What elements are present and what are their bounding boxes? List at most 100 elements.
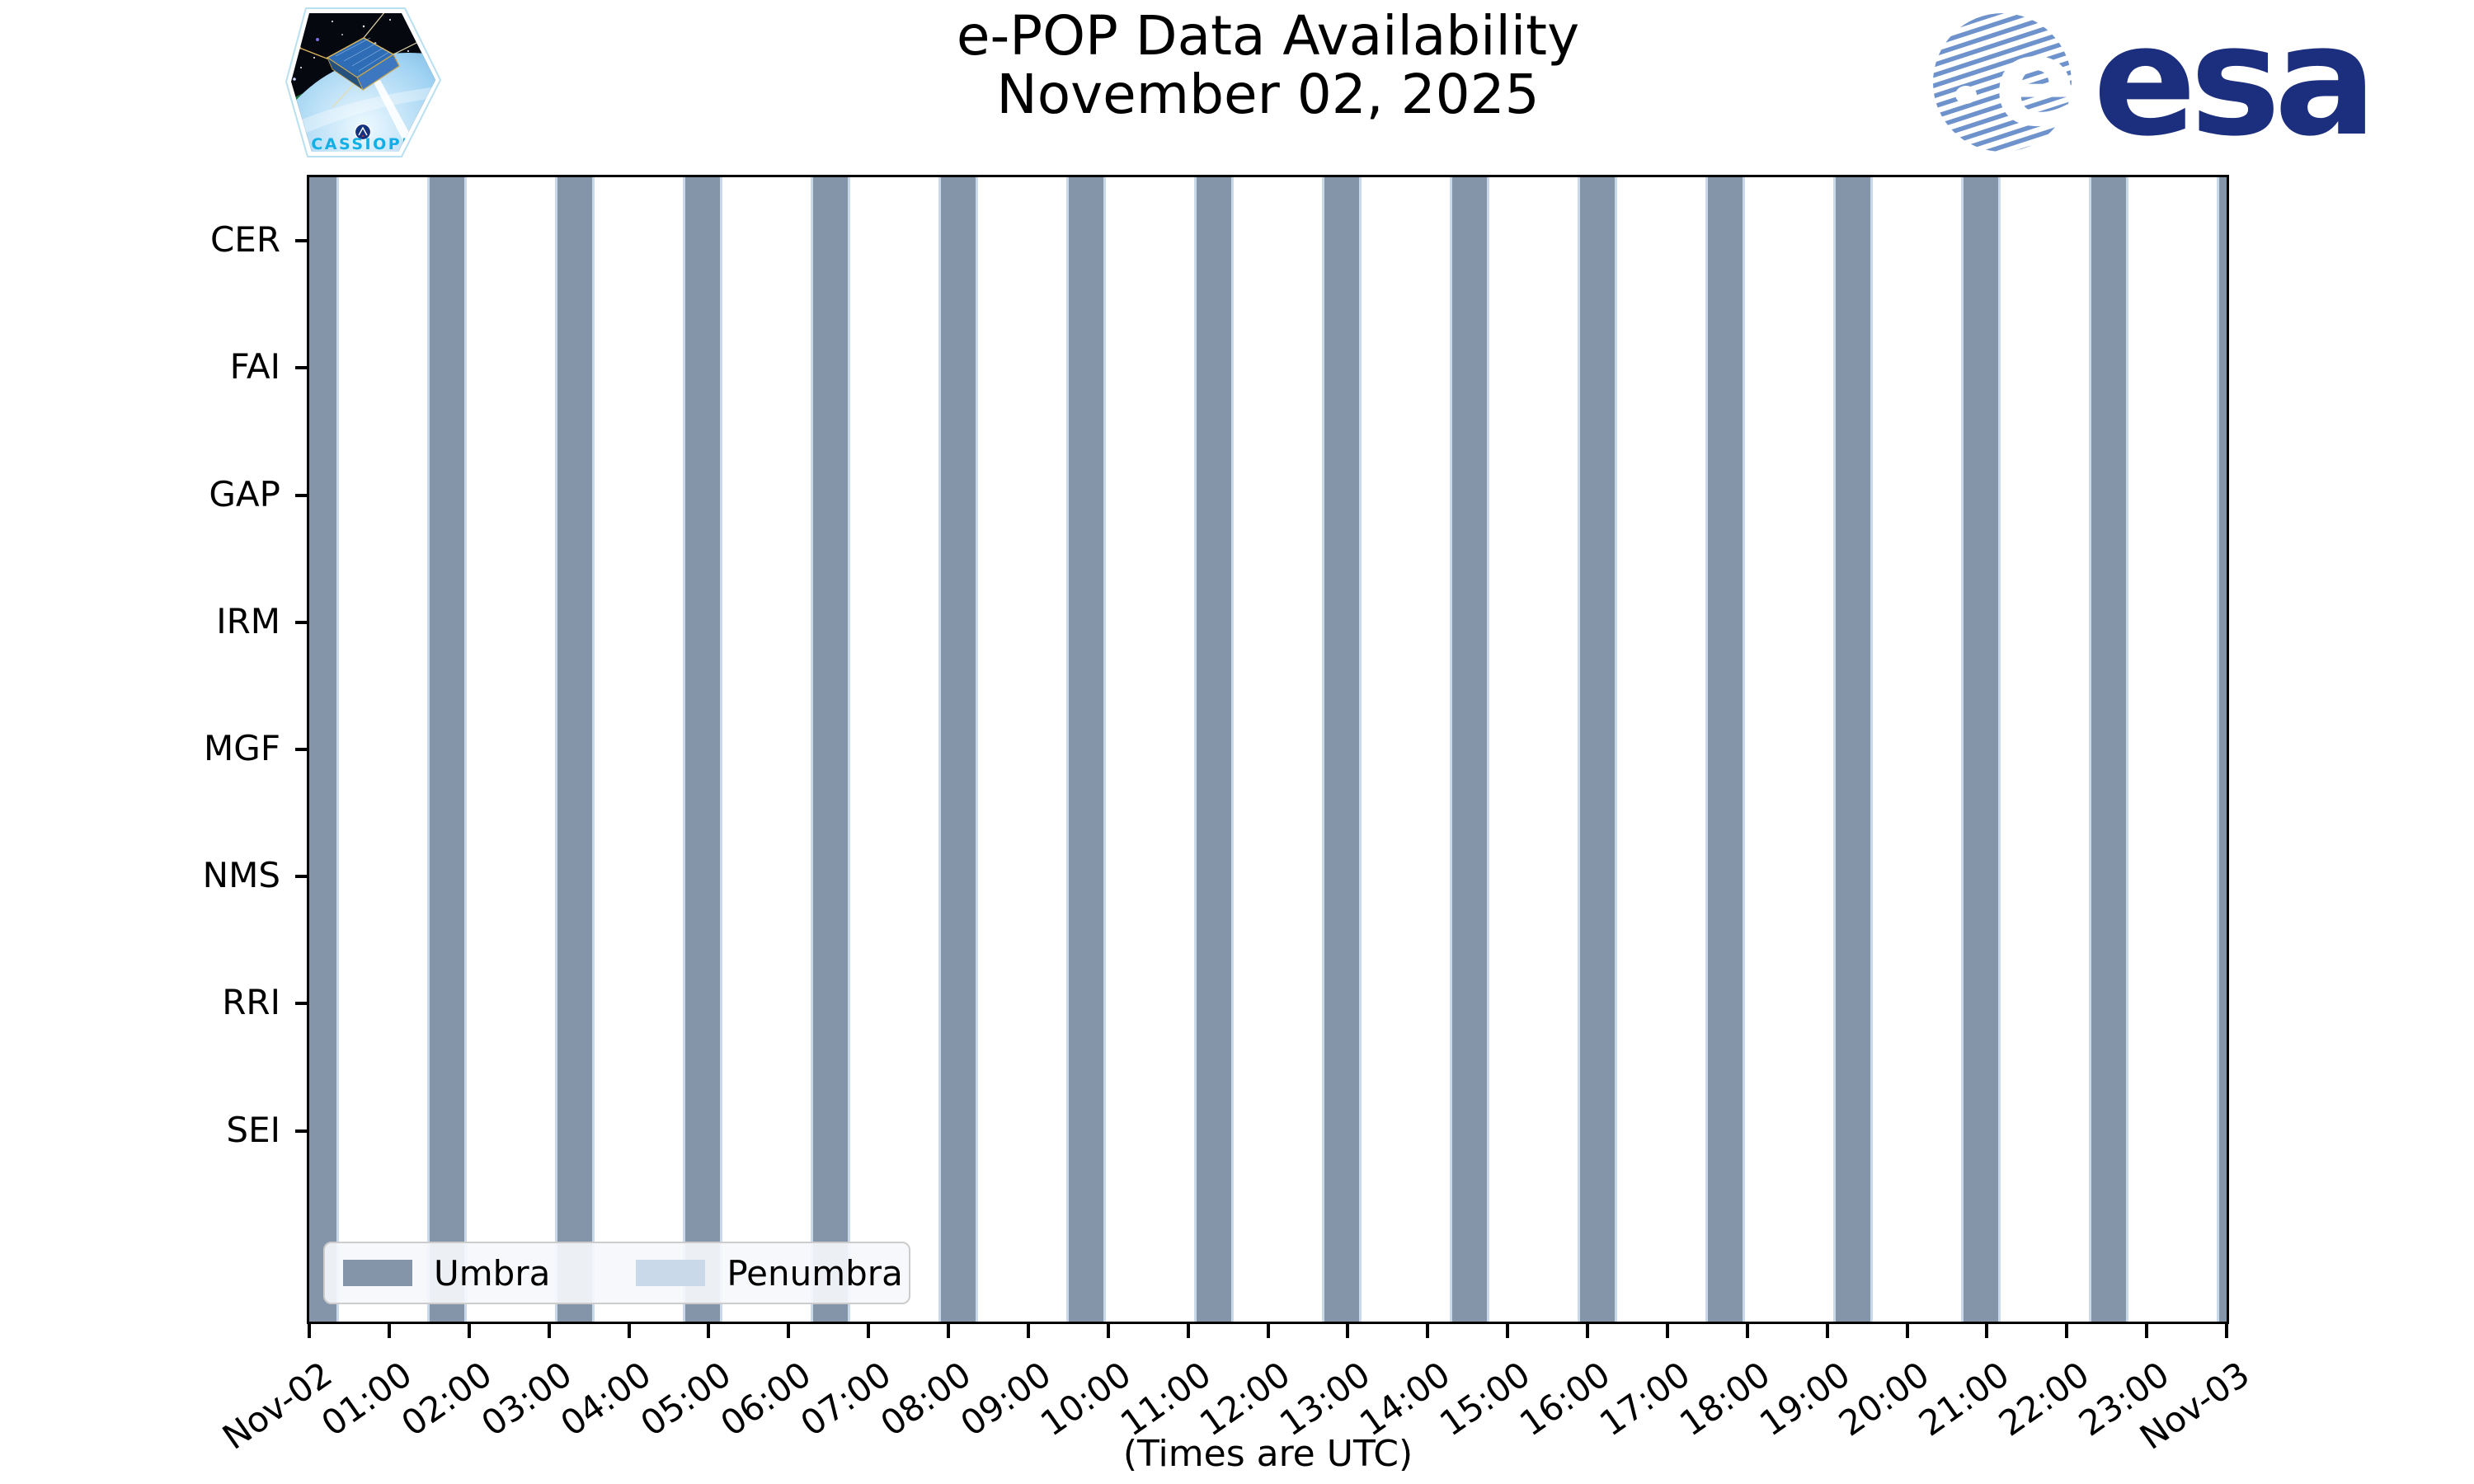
- umbra-interval-bar: [1322, 177, 1362, 1322]
- x-axis-tick: [1186, 1324, 1190, 1338]
- umbra-interval-bar: [1578, 177, 1617, 1322]
- instrument-label-cer: CER: [209, 219, 280, 261]
- patch-earth: [291, 53, 435, 152]
- y-axis-tick: [295, 1129, 309, 1133]
- x-axis-tick: [1586, 1324, 1589, 1338]
- x-axis-tick: [308, 1324, 311, 1338]
- x-axis-tick: [2145, 1324, 2149, 1338]
- x-axis-tick: [547, 1324, 551, 1338]
- x-axis-tick: [1426, 1324, 1430, 1338]
- esa-swirl-e: e: [1994, 12, 2077, 153]
- x-axis-tick: [387, 1324, 391, 1338]
- x-tick-label: 15:00: [1432, 1354, 1538, 1444]
- legend: Umbra Penumbra: [323, 1242, 910, 1304]
- x-axis-tick: [947, 1324, 950, 1338]
- umbra-interval-bar: [811, 177, 850, 1322]
- x-axis-tick: [707, 1324, 711, 1338]
- esa-swirl-dot: [1955, 86, 1977, 104]
- x-axis-tick: [467, 1324, 471, 1338]
- legend-item-umbra: Umbra: [343, 1253, 550, 1294]
- instrument-label-nms: NMS: [202, 855, 280, 896]
- umbra-swatch: [343, 1260, 412, 1286]
- x-tick-label: 09:00: [952, 1354, 1058, 1444]
- umbra-interval-bar: [938, 177, 978, 1322]
- umbra-interval-bar: [2217, 177, 2227, 1322]
- x-axis-tick: [1346, 1324, 1350, 1338]
- umbra-label: Umbra: [434, 1252, 551, 1294]
- y-axis-tick: [295, 366, 309, 370]
- patch-satellite: [298, 13, 427, 108]
- umbra-interval-bar: [1705, 177, 1745, 1322]
- umbra-interval-bar: [1194, 177, 1234, 1322]
- patch-beam: [374, 80, 412, 141]
- chart-title-line2: November 02, 2025: [996, 63, 1540, 127]
- x-axis-tick: [1506, 1324, 1510, 1338]
- instrument-label-gap: GAP: [209, 473, 280, 514]
- x-tick-label: 05:00: [633, 1354, 739, 1444]
- esa-wordmark: esa: [2093, 4, 2370, 161]
- penumbra-swatch: [636, 1260, 706, 1286]
- instrument-label-irm: IRM: [216, 600, 280, 641]
- cassiope-patch-text: CASSIOPE: [311, 135, 414, 153]
- x-tick-label: 22:00: [1992, 1354, 2097, 1444]
- esa-logo: e esa: [1933, 4, 2377, 161]
- x-tick-label: 11:00: [1112, 1354, 1218, 1444]
- umbra-interval-bar: [1833, 177, 1873, 1322]
- instrument-label-fai: FAI: [229, 346, 280, 387]
- x-axis-caption: (Times are UTC): [1122, 1433, 1413, 1475]
- umbra-interval-bar: [1066, 177, 1106, 1322]
- x-axis-tick: [1665, 1324, 1669, 1338]
- y-axis-tick: [295, 748, 309, 751]
- legend-item-penumbra: Penumbra: [636, 1253, 903, 1294]
- chart-title: e-POP Data Availability November 02, 202…: [309, 7, 2227, 124]
- chart-title-line1: e-POP Data Availability: [956, 4, 1580, 68]
- penumbra-label: Penumbra: [727, 1252, 903, 1294]
- x-tick-label: 19:00: [1752, 1354, 1857, 1444]
- x-tick-label: 21:00: [1912, 1354, 2017, 1444]
- csa-roundel: [354, 123, 372, 141]
- x-axis-tick: [1266, 1324, 1270, 1338]
- x-tick-label: 01:00: [313, 1354, 419, 1444]
- y-axis-tick: [295, 493, 309, 497]
- x-axis-tick: [627, 1324, 631, 1338]
- x-tick-label: 14:00: [1352, 1354, 1458, 1444]
- x-tick-label: 13:00: [1272, 1354, 1378, 1444]
- x-axis-tick: [787, 1324, 791, 1338]
- cassiope-mission-patch: CASSIOPE: [285, 7, 441, 157]
- x-axis-tick: [1905, 1324, 1909, 1338]
- x-tick-label: 08:00: [872, 1354, 979, 1444]
- x-axis-tick: [1106, 1324, 1110, 1338]
- x-axis-tick: [1825, 1324, 1829, 1338]
- y-axis-tick: [295, 239, 309, 243]
- x-axis-tick: [867, 1324, 871, 1338]
- umbra-interval-bar: [309, 177, 339, 1322]
- instrument-label-rri: RRI: [222, 982, 280, 1023]
- umbra-interval-bar: [1450, 177, 1489, 1322]
- x-axis-tick: [1985, 1324, 1989, 1338]
- plot-area: [307, 175, 2229, 1324]
- x-axis-tick: [2065, 1324, 2069, 1338]
- y-axis-tick: [295, 875, 309, 879]
- y-axis-tick: [295, 620, 309, 624]
- umbra-interval-bar: [427, 177, 467, 1322]
- instrument-label-sei: SEI: [226, 1109, 280, 1150]
- x-tick-label: 02:00: [393, 1354, 499, 1444]
- x-tick-label: 04:00: [553, 1354, 659, 1444]
- x-tick-label: 16:00: [1512, 1354, 1618, 1444]
- x-tick-label: 17:00: [1592, 1354, 1697, 1444]
- x-axis-tick: [1026, 1324, 1030, 1338]
- x-tick-label: 07:00: [793, 1354, 899, 1444]
- umbra-interval-bar: [2089, 177, 2128, 1322]
- x-axis-tick: [1745, 1324, 1749, 1338]
- x-tick-label: 12:00: [1192, 1354, 1298, 1444]
- umbra-interval-bar: [555, 177, 595, 1322]
- y-axis-tick: [295, 1002, 309, 1006]
- x-tick-label: 18:00: [1672, 1354, 1777, 1444]
- umbra-interval-bar: [683, 177, 722, 1322]
- x-tick-label: 10:00: [1032, 1354, 1138, 1444]
- x-tick-label: 06:00: [713, 1354, 819, 1444]
- x-tick-label: 03:00: [473, 1354, 579, 1444]
- x-axis-tick: [2225, 1324, 2228, 1338]
- umbra-interval-bar: [1961, 177, 2001, 1322]
- x-tick-label: 20:00: [1832, 1354, 1937, 1444]
